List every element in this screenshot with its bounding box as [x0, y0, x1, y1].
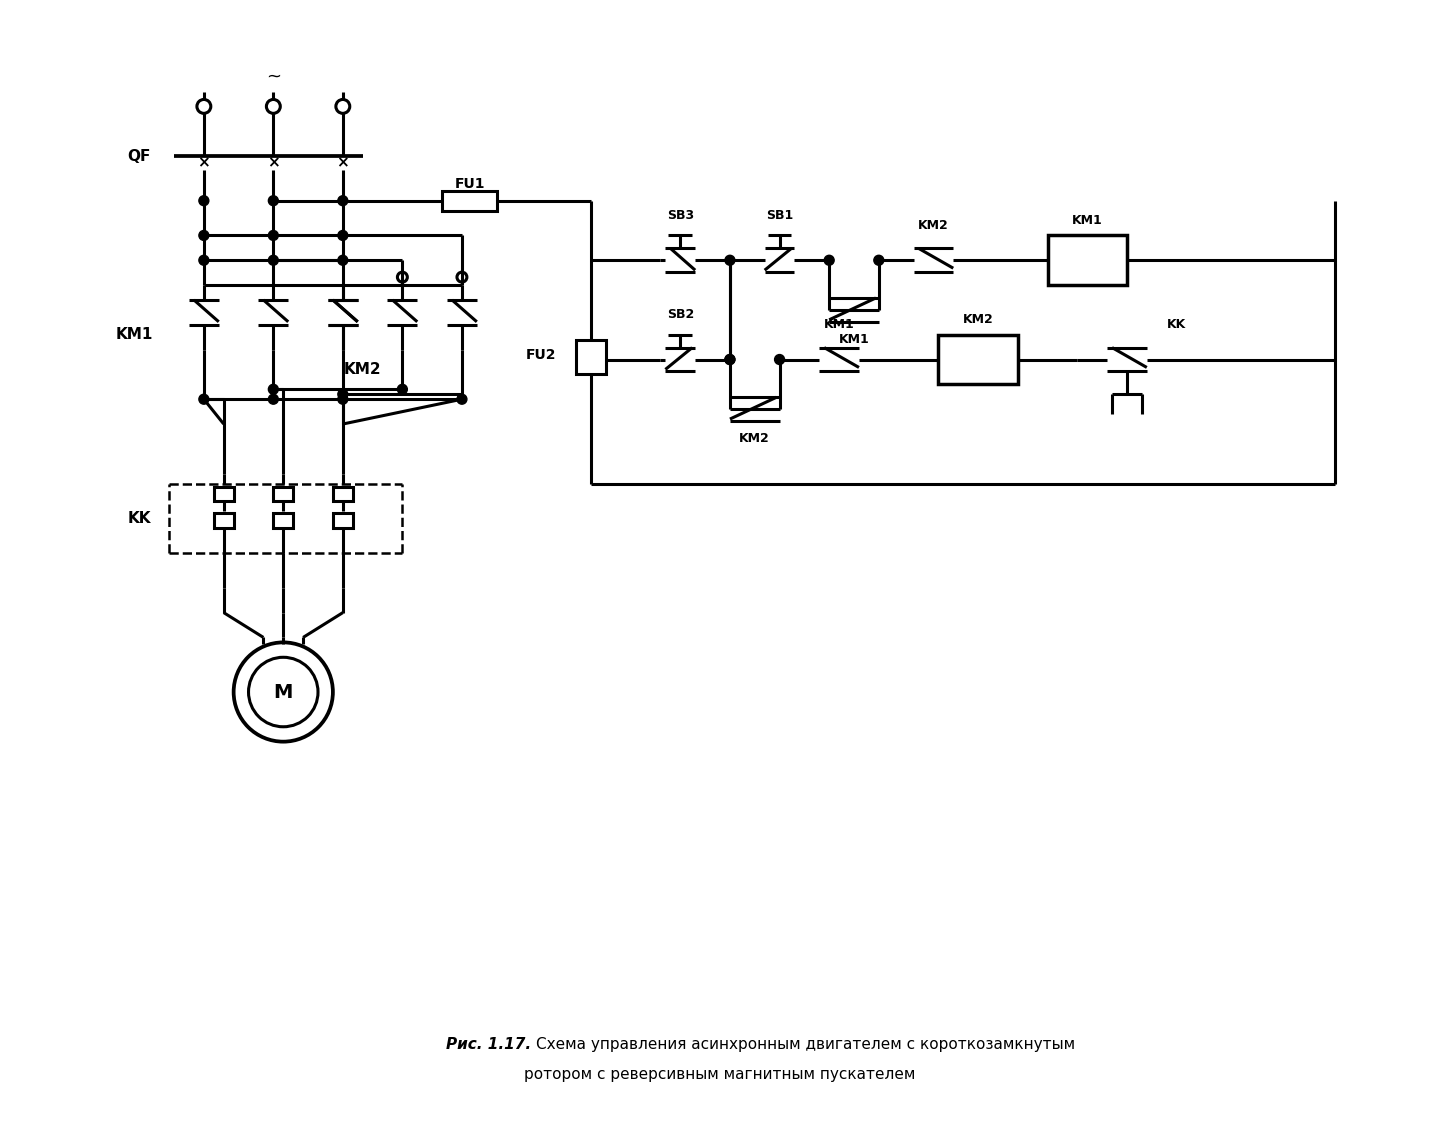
Bar — [213, 513, 233, 528]
Bar — [939, 335, 1018, 384]
Text: ×: × — [266, 155, 279, 171]
Circle shape — [268, 255, 278, 265]
Circle shape — [775, 355, 785, 365]
Circle shape — [199, 394, 209, 404]
Bar — [333, 486, 353, 502]
Circle shape — [397, 384, 408, 394]
Text: KM2: KM2 — [919, 219, 949, 232]
Text: SB3: SB3 — [667, 209, 694, 222]
Circle shape — [824, 255, 834, 265]
Text: ×: × — [197, 155, 210, 171]
Text: ротором с реверсивным магнитным пускателем: ротором с реверсивным магнитным пускател… — [524, 1067, 916, 1081]
Circle shape — [338, 195, 348, 206]
Text: KM1: KM1 — [824, 318, 854, 331]
Circle shape — [724, 355, 734, 365]
Circle shape — [268, 230, 278, 240]
Text: SB1: SB1 — [766, 209, 793, 222]
Circle shape — [456, 394, 467, 404]
Text: ~: ~ — [266, 67, 281, 85]
Bar — [576, 339, 606, 374]
Text: KM1: KM1 — [1071, 214, 1103, 227]
Circle shape — [338, 230, 348, 240]
Circle shape — [199, 255, 209, 265]
Text: KM2: KM2 — [739, 432, 770, 446]
Text: KM2: KM2 — [963, 313, 994, 327]
Text: KM1: KM1 — [838, 334, 870, 346]
Circle shape — [199, 230, 209, 240]
Circle shape — [338, 390, 348, 399]
Text: KM2: KM2 — [344, 362, 382, 377]
Circle shape — [724, 255, 734, 265]
Text: KK: KK — [128, 511, 151, 526]
Text: SB2: SB2 — [667, 309, 694, 321]
Text: ×: × — [337, 155, 348, 171]
Circle shape — [338, 255, 348, 265]
Circle shape — [268, 384, 278, 394]
Text: FU2: FU2 — [526, 347, 557, 362]
Circle shape — [268, 394, 278, 404]
Bar — [274, 486, 294, 502]
Bar — [1047, 236, 1128, 285]
Bar — [333, 513, 353, 528]
Text: QF: QF — [128, 148, 151, 164]
Text: Рис. 1.17.: Рис. 1.17. — [446, 1037, 531, 1052]
Circle shape — [874, 255, 884, 265]
Text: Схема управления асинхронным двигателем с короткозамкнутым: Схема управления асинхронным двигателем … — [536, 1037, 1076, 1052]
Text: M: M — [274, 683, 292, 702]
Bar — [442, 191, 497, 211]
Bar — [213, 486, 233, 502]
Text: KK: KK — [1166, 318, 1187, 331]
Circle shape — [199, 195, 209, 206]
Circle shape — [268, 195, 278, 206]
Bar — [274, 513, 294, 528]
Circle shape — [724, 355, 734, 365]
Text: KM1: KM1 — [115, 327, 153, 343]
Text: FU1: FU1 — [455, 176, 485, 191]
Circle shape — [338, 394, 348, 404]
